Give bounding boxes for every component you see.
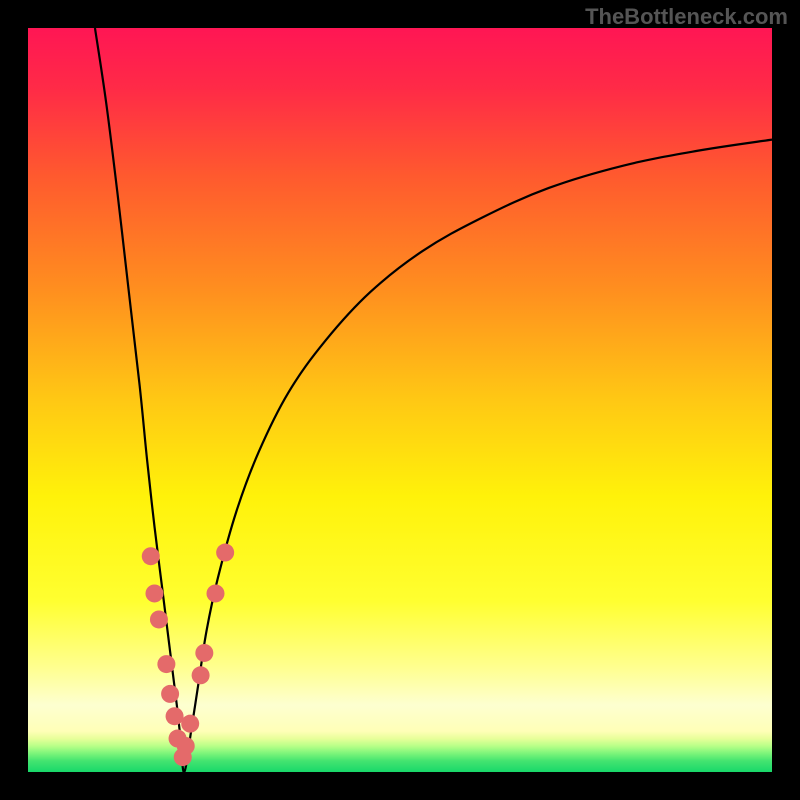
data-marker (216, 544, 234, 562)
data-marker (150, 610, 168, 628)
data-marker (181, 715, 199, 733)
data-marker (142, 547, 160, 565)
data-marker (166, 707, 184, 725)
data-marker (192, 666, 210, 684)
data-marker (195, 644, 213, 662)
data-marker (206, 584, 224, 602)
attribution-text: TheBottleneck.com (585, 4, 788, 30)
data-marker (145, 584, 163, 602)
bottleneck-chart (0, 0, 800, 800)
data-marker (177, 737, 195, 755)
data-marker (157, 655, 175, 673)
gradient-background (28, 28, 772, 772)
chart-frame: TheBottleneck.com (0, 0, 800, 800)
data-marker (161, 685, 179, 703)
